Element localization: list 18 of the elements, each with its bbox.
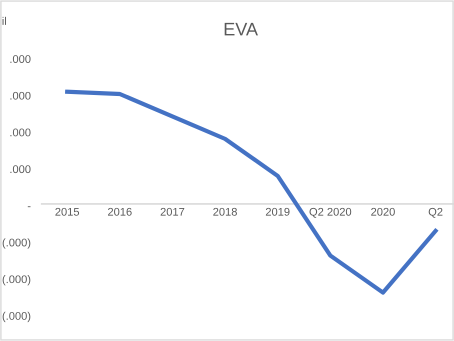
text: (.000): [2, 238, 30, 249]
text: .000: [10, 165, 31, 174]
x-tick-label: 2016: [108, 208, 132, 216]
x-tick-label: Q2 2020: [310, 208, 352, 218]
text: (.000): [2, 312, 30, 322]
x-tick-label: 2015: [55, 208, 80, 216]
text: il: [2, 16, 6, 25]
chart-title: EVA: [224, 22, 258, 36]
text: -: [28, 206, 31, 208]
x-tick-label: 2017: [160, 208, 184, 216]
x-tick-label: Q2: [428, 208, 442, 218]
text: .000: [10, 92, 31, 100]
text: (.000): [2, 275, 30, 286]
x-tick-label: 2018: [213, 208, 237, 216]
text: .000: [10, 55, 31, 63]
text: .000: [10, 128, 31, 136]
x-tick-label: 2020: [371, 208, 395, 216]
x-tick-label: 2019: [266, 208, 290, 216]
